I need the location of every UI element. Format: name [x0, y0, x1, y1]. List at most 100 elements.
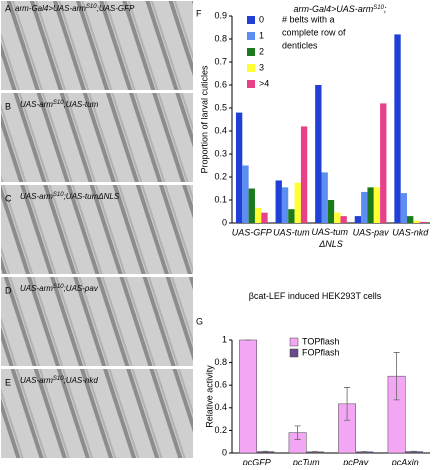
error-bar	[311, 451, 318, 453]
bar	[340, 216, 347, 223]
panel-letter: E	[5, 377, 11, 387]
legend-swatch	[289, 348, 299, 358]
y-axis-label: Relative activity	[204, 365, 214, 428]
y-tick-label: 0.3	[214, 148, 227, 158]
bar	[254, 208, 262, 223]
y-tick-label: 1	[222, 334, 227, 344]
micrograph	[1, 277, 193, 366]
panel-letter: C	[5, 193, 12, 203]
legend-title: # belts with a	[282, 14, 335, 24]
panel-letter: F	[196, 8, 202, 18]
error-bar	[393, 352, 400, 401]
bar	[327, 200, 335, 223]
label-text: βcat-LEF induced HEK293T cells	[249, 291, 382, 301]
text-segment: UAS-arm	[20, 376, 53, 385]
text-segment: ;UAS-tumΔNLS	[64, 192, 120, 201]
x-tick-label: UAS-tum ΔNLS	[311, 227, 350, 249]
x-tick-label: pcPav	[342, 457, 369, 465]
y-tick-label: 0.8	[214, 357, 227, 367]
error-bar	[344, 387, 351, 421]
y-tick-label: 0.5	[214, 102, 227, 112]
bar	[239, 339, 258, 454]
text-segment: UAS-arm	[20, 100, 53, 109]
label-text: UAS-armS10;UAS-nkd	[20, 376, 98, 386]
legend-swatch	[247, 32, 255, 40]
y-tick-label: 0.2	[214, 425, 227, 435]
y-tick-label: 0.6	[214, 79, 227, 89]
bar	[261, 212, 268, 223]
text-segment: ;UAS-pav	[64, 284, 99, 293]
bar	[321, 172, 328, 223]
y-axis-label: Proportion of larval cuticles	[199, 65, 209, 174]
panel-letter: B	[5, 101, 11, 111]
micrograph	[1, 185, 193, 274]
bar	[367, 187, 374, 223]
text-segment: S10	[53, 100, 64, 106]
label-text: UAS-armS10;UAS-tum	[20, 100, 99, 110]
bar	[315, 85, 322, 223]
x-tick-label: UAS-pav	[353, 227, 390, 237]
y-tick-label: 0	[222, 447, 227, 457]
error-bar	[294, 425, 301, 440]
legend-swatch	[289, 337, 299, 347]
bar	[413, 220, 420, 223]
error-bar	[361, 451, 368, 453]
y-tick-label: 0	[222, 217, 227, 227]
text-segment: S10	[53, 376, 64, 382]
bar	[275, 180, 282, 223]
legend-swatch	[247, 80, 255, 88]
panel-letter: A	[5, 3, 11, 13]
bar	[419, 221, 427, 223]
bar	[400, 193, 408, 223]
text-segment: S10	[373, 5, 384, 11]
bar	[373, 187, 381, 223]
legend-title: complete row of	[282, 27, 346, 37]
text-segment: UAS-arm	[20, 192, 53, 201]
x-tick-label: pcTum	[292, 457, 320, 465]
bar	[334, 212, 341, 223]
bar	[294, 182, 301, 223]
bar	[242, 165, 249, 223]
y-tick-label: 0.7	[214, 56, 227, 66]
text-segment: ;UAS-GFP	[97, 4, 135, 13]
text-segment: S10	[53, 192, 64, 198]
text-segment: ;UAS-tum	[64, 100, 99, 109]
bar	[380, 103, 387, 223]
error-bar	[262, 450, 269, 453]
text-segment: arm-Gal4>UAS-arm	[294, 4, 374, 14]
label-text: arm-Gal4>UAS-armS10;UAS-GFP	[15, 4, 135, 14]
x-tick-label: pcGFP	[242, 457, 271, 465]
x-tick-label: pcAxin	[391, 457, 419, 465]
bar	[248, 188, 255, 223]
micrograph	[1, 1, 193, 90]
legend-swatch	[247, 16, 255, 24]
y-tick-label: 0.6	[214, 380, 227, 390]
text-segment: S10	[53, 284, 64, 290]
y-tick-label: 0.9	[214, 10, 227, 20]
legend-label: TOPflash	[302, 336, 339, 346]
text-segment: UAS-arm	[20, 284, 53, 293]
legend-label: 2	[259, 46, 264, 56]
legend-label: 1	[259, 30, 264, 40]
legend-label: FOPflash	[302, 347, 340, 357]
y-tick-label: 0.1	[214, 194, 227, 204]
legend-label: 0	[259, 14, 264, 24]
bar	[281, 187, 289, 223]
text-segment: arm-Gal4>UAS-arm	[15, 4, 86, 13]
label-text: UAS-armS10;UAS-pav	[20, 284, 99, 294]
panel-letter: G	[196, 316, 203, 326]
legend-title: denticles	[282, 40, 318, 50]
text-segment: ;	[384, 4, 387, 14]
bar	[300, 126, 308, 223]
panel-letter: D	[5, 285, 12, 295]
legend-label: 3	[259, 62, 264, 72]
bar	[354, 216, 362, 223]
y-tick-label: 0.4	[214, 402, 227, 412]
legend-swatch	[247, 64, 255, 72]
bar	[235, 112, 243, 223]
bar	[288, 209, 295, 223]
legend-swatch	[247, 48, 255, 56]
x-tick-label: UAS-nkd	[392, 227, 429, 237]
legend-label: >4	[259, 78, 269, 88]
